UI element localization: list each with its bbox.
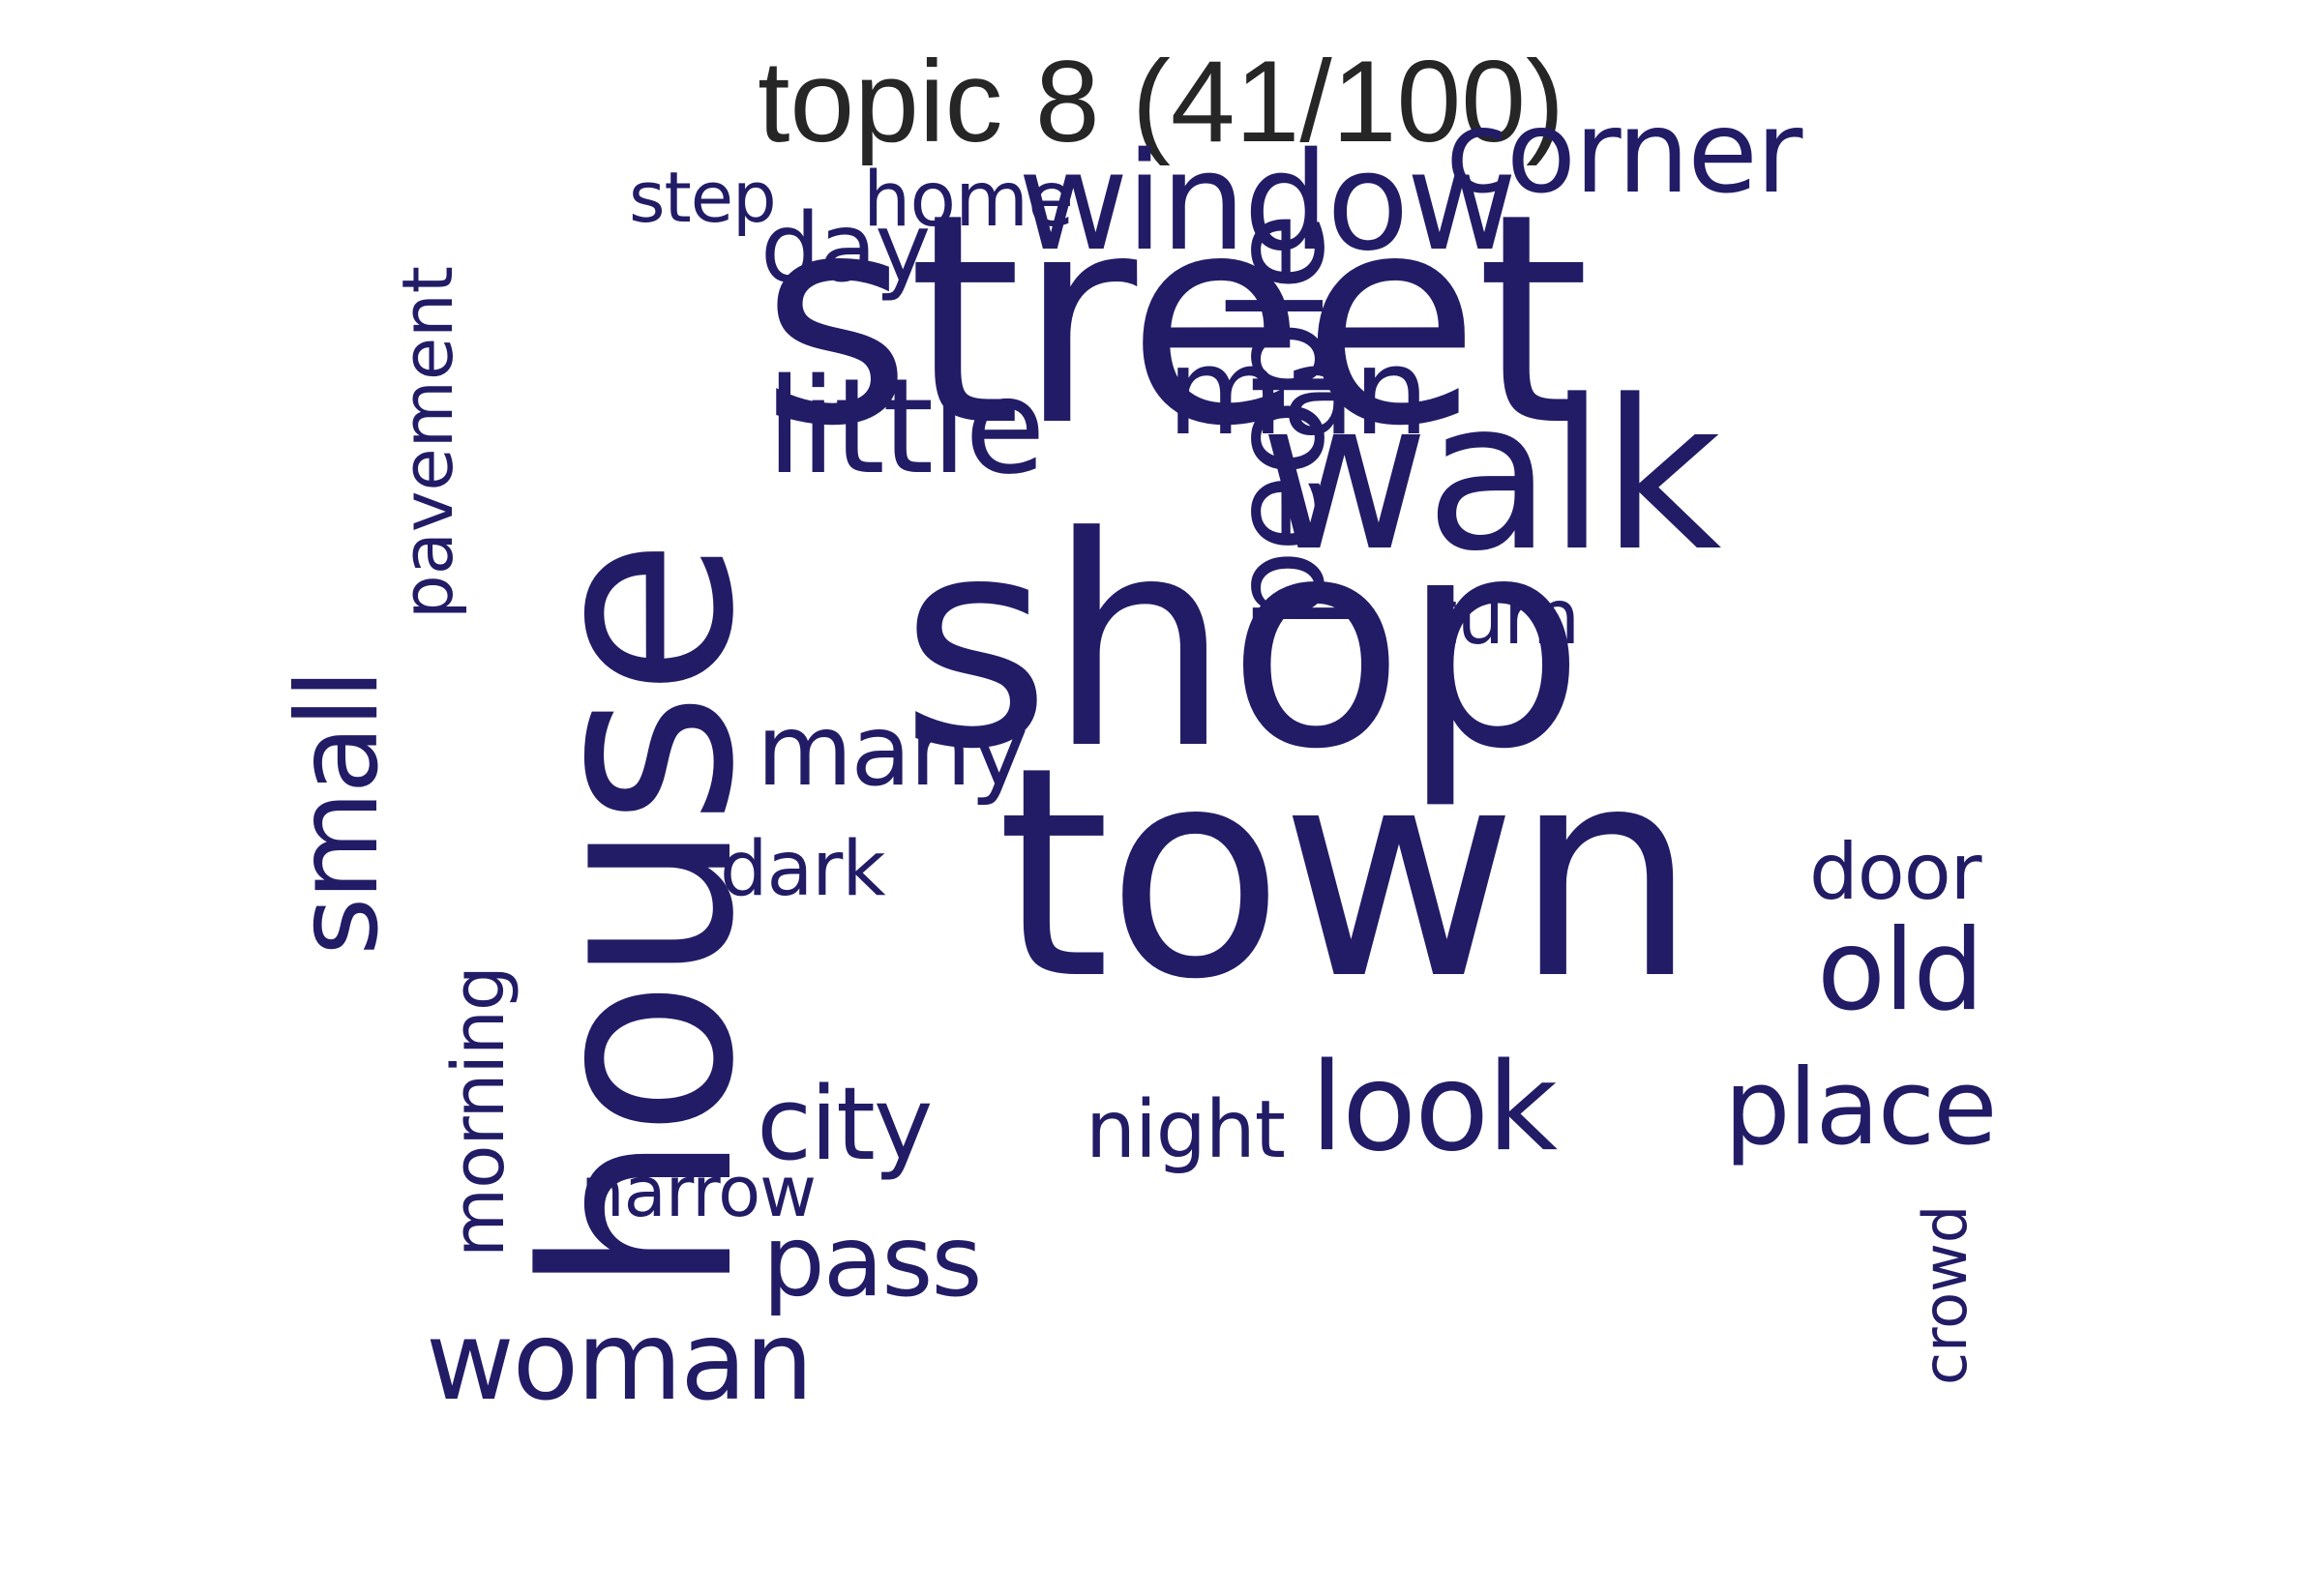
word-town: town (997, 705, 1698, 1043)
word-door: door (1809, 827, 1982, 917)
word-night: night (1086, 1084, 1286, 1176)
word-window: window (1018, 124, 1517, 281)
word-pavement: pavement (387, 265, 468, 619)
word-shop: shop (900, 475, 1585, 813)
word-day: day (760, 193, 931, 304)
word-crowd: crowd (1910, 1204, 1980, 1385)
word-pass: pass (762, 1204, 983, 1319)
word-turn: turn (1428, 575, 1580, 662)
word-little: little (766, 351, 1046, 504)
word-corner: corner (1445, 85, 1802, 219)
word-place: place (1724, 1048, 1998, 1168)
word-walk: walk (1260, 356, 1722, 597)
word-dark: dark (720, 826, 886, 913)
word-look: look (1310, 1036, 1558, 1178)
word-man: man (1167, 323, 1429, 462)
word-home: home (863, 157, 1074, 244)
word-city: city (757, 1065, 933, 1183)
word-street: street (760, 152, 1590, 489)
word-step: step (629, 157, 777, 238)
word-morning: morning (437, 966, 521, 1257)
word-narrow: narrow (580, 1151, 817, 1232)
word-many: many (757, 694, 1028, 809)
word-old: old (1817, 905, 1984, 1036)
cloud-title: topic 8 (41/100) (758, 37, 1564, 166)
word-small: small (273, 671, 403, 956)
word-woman: woman (426, 1299, 814, 1425)
